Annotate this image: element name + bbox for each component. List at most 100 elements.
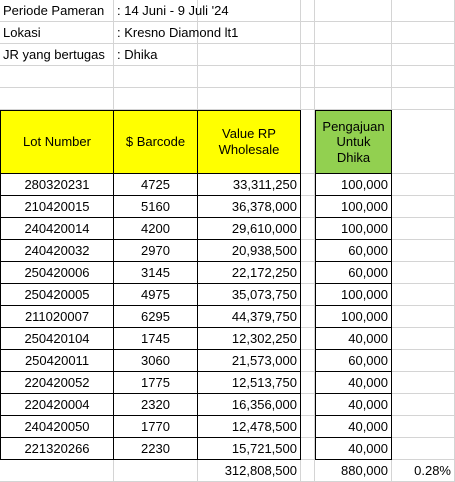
empty-cell[interactable] xyxy=(198,44,301,66)
value-cell[interactable]: 33,311,250 xyxy=(198,174,301,196)
lot-number-cell[interactable]: 240420032 xyxy=(0,240,114,262)
pengajuan-cell[interactable]: 100,000 xyxy=(315,306,392,328)
lot-number-cell[interactable]: 220420004 xyxy=(0,394,114,416)
empty-cell[interactable] xyxy=(315,0,392,22)
empty-cell[interactable] xyxy=(301,44,315,66)
empty-cell[interactable] xyxy=(114,66,198,88)
barcode-cell[interactable]: 4200 xyxy=(114,218,198,240)
empty-cell[interactable] xyxy=(301,460,315,482)
empty-cell[interactable] xyxy=(114,460,198,482)
empty-cell[interactable] xyxy=(392,284,455,306)
value-cell[interactable]: 21,573,000 xyxy=(198,350,301,372)
empty-cell[interactable] xyxy=(301,284,315,306)
empty-cell[interactable] xyxy=(301,110,315,174)
barcode-cell[interactable]: 2970 xyxy=(114,240,198,262)
info-value[interactable]: : 14 Juni - 9 Juli '24 xyxy=(114,0,229,22)
empty-cell[interactable] xyxy=(301,22,315,44)
value-cell[interactable]: 12,478,500 xyxy=(198,416,301,438)
barcode-cell[interactable]: 4725 xyxy=(114,174,198,196)
value-cell[interactable]: 15,721,500 xyxy=(198,438,301,460)
empty-cell[interactable] xyxy=(392,44,455,66)
barcode-cell[interactable]: 1775 xyxy=(114,372,198,394)
barcode-cell[interactable]: 6295 xyxy=(114,306,198,328)
empty-cell[interactable] xyxy=(315,44,392,66)
header-barcode[interactable]: $ Barcode xyxy=(114,110,198,174)
lot-number-cell[interactable]: 211020007 xyxy=(0,306,114,328)
value-cell[interactable]: 12,302,250 xyxy=(198,328,301,350)
empty-cell[interactable] xyxy=(301,372,315,394)
empty-cell[interactable] xyxy=(301,218,315,240)
lot-number-cell[interactable]: 240420014 xyxy=(0,218,114,240)
empty-cell[interactable] xyxy=(198,0,301,22)
pengajuan-cell[interactable]: 60,000 xyxy=(315,350,392,372)
pengajuan-cell[interactable]: 40,000 xyxy=(315,394,392,416)
value-cell[interactable]: 22,172,250 xyxy=(198,262,301,284)
barcode-cell[interactable]: 3060 xyxy=(114,350,198,372)
empty-cell[interactable] xyxy=(301,240,315,262)
empty-cell[interactable] xyxy=(301,0,315,22)
value-cell[interactable]: 35,073,750 xyxy=(198,284,301,306)
empty-cell[interactable] xyxy=(392,110,455,174)
empty-cell[interactable] xyxy=(301,394,315,416)
empty-cell[interactable] xyxy=(198,22,301,44)
value-cell[interactable]: 36,378,000 xyxy=(198,196,301,218)
empty-cell[interactable] xyxy=(0,88,114,110)
empty-cell[interactable] xyxy=(0,460,114,482)
empty-cell[interactable] xyxy=(392,0,455,22)
pengajuan-cell[interactable]: 100,000 xyxy=(315,174,392,196)
pengajuan-cell[interactable]: 40,000 xyxy=(315,328,392,350)
empty-cell[interactable] xyxy=(0,66,114,88)
header-pengajuan[interactable]: Pengajuan Untuk Dhika xyxy=(315,110,392,174)
total-pengajuan[interactable]: 880,000 xyxy=(315,460,392,482)
empty-cell[interactable] xyxy=(301,88,315,110)
barcode-cell[interactable]: 1745 xyxy=(114,328,198,350)
barcode-cell[interactable]: 4975 xyxy=(114,284,198,306)
empty-cell[interactable] xyxy=(392,372,455,394)
barcode-cell[interactable]: 2320 xyxy=(114,394,198,416)
empty-cell[interactable] xyxy=(392,240,455,262)
empty-cell[interactable] xyxy=(392,328,455,350)
empty-cell[interactable] xyxy=(301,350,315,372)
lot-number-cell[interactable]: 250420104 xyxy=(0,328,114,350)
header-value-wholesale[interactable]: Value RP Wholesale xyxy=(198,110,301,174)
value-cell[interactable]: 20,938,500 xyxy=(198,240,301,262)
empty-cell[interactable] xyxy=(301,306,315,328)
empty-cell[interactable] xyxy=(315,22,392,44)
info-value[interactable]: : Kresno Diamond lt1 xyxy=(114,22,238,44)
empty-cell[interactable] xyxy=(392,416,455,438)
value-cell[interactable]: 44,379,750 xyxy=(198,306,301,328)
empty-cell[interactable] xyxy=(301,196,315,218)
empty-cell[interactable] xyxy=(301,262,315,284)
empty-cell[interactable] xyxy=(392,174,455,196)
lot-number-cell[interactable]: 250420005 xyxy=(0,284,114,306)
empty-cell[interactable] xyxy=(392,350,455,372)
empty-cell[interactable] xyxy=(392,88,455,110)
empty-cell[interactable] xyxy=(301,416,315,438)
pengajuan-cell[interactable]: 100,000 xyxy=(315,284,392,306)
empty-cell[interactable] xyxy=(392,218,455,240)
lot-number-cell[interactable]: 250420006 xyxy=(0,262,114,284)
empty-cell[interactable] xyxy=(392,306,455,328)
empty-cell[interactable] xyxy=(392,22,455,44)
value-cell[interactable]: 29,610,000 xyxy=(198,218,301,240)
pengajuan-cell[interactable]: 60,000 xyxy=(315,262,392,284)
barcode-cell[interactable]: 3145 xyxy=(114,262,198,284)
lot-number-cell[interactable]: 221320266 xyxy=(0,438,114,460)
empty-cell[interactable] xyxy=(392,66,455,88)
value-cell[interactable]: 12,513,750 xyxy=(198,372,301,394)
empty-cell[interactable] xyxy=(392,196,455,218)
lot-number-cell[interactable]: 220420052 xyxy=(0,372,114,394)
header-lot-number[interactable]: Lot Number xyxy=(0,110,114,174)
empty-cell[interactable] xyxy=(301,66,315,88)
barcode-cell[interactable]: 1770 xyxy=(114,416,198,438)
empty-cell[interactable] xyxy=(315,66,392,88)
empty-cell[interactable] xyxy=(392,394,455,416)
pengajuan-cell[interactable]: 40,000 xyxy=(315,438,392,460)
lot-number-cell[interactable]: 210420015 xyxy=(0,196,114,218)
value-cell[interactable]: 16,356,000 xyxy=(198,394,301,416)
total-value[interactable]: 312,808,500 xyxy=(198,460,301,482)
empty-cell[interactable] xyxy=(301,328,315,350)
pengajuan-cell[interactable]: 60,000 xyxy=(315,240,392,262)
pengajuan-cell[interactable]: 40,000 xyxy=(315,416,392,438)
total-percent[interactable]: 0.28% xyxy=(392,460,455,482)
